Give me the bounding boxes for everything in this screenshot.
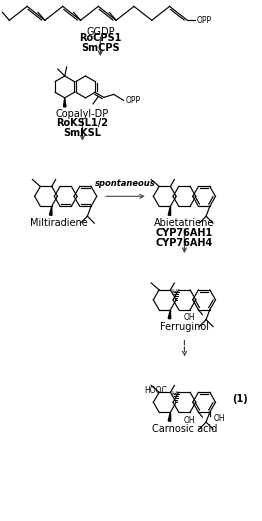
Text: OPP: OPP (196, 16, 211, 25)
Text: CYP76AH1: CYP76AH1 (156, 228, 213, 238)
Text: OPP: OPP (125, 96, 141, 105)
Text: spontaneous: spontaneous (95, 179, 155, 189)
Polygon shape (50, 206, 52, 215)
Text: Carnosic acid: Carnosic acid (152, 424, 217, 434)
Text: Abietatriene: Abietatriene (154, 218, 215, 228)
Text: GGDP: GGDP (86, 27, 115, 37)
Text: SmKSL: SmKSL (63, 128, 101, 138)
Text: Ferruginol: Ferruginol (160, 321, 209, 332)
Text: CYP76AH4: CYP76AH4 (156, 238, 213, 248)
Polygon shape (168, 412, 171, 421)
Text: RoKSL1/2: RoKSL1/2 (57, 118, 108, 128)
Text: RoCPS1: RoCPS1 (79, 33, 122, 43)
Polygon shape (168, 206, 171, 215)
Polygon shape (168, 309, 171, 319)
Text: Copalyl-DP: Copalyl-DP (56, 109, 109, 119)
Polygon shape (63, 98, 66, 107)
Text: H: H (171, 391, 177, 398)
Text: SmCPS: SmCPS (81, 43, 120, 53)
Text: HOOC: HOOC (144, 386, 167, 395)
Text: OH: OH (184, 416, 195, 425)
Text: H: H (171, 289, 177, 295)
Text: OH: OH (214, 414, 225, 423)
Text: OH: OH (184, 313, 195, 322)
Text: (1): (1) (232, 394, 248, 404)
Text: Miltiradiene: Miltiradiene (30, 218, 88, 228)
